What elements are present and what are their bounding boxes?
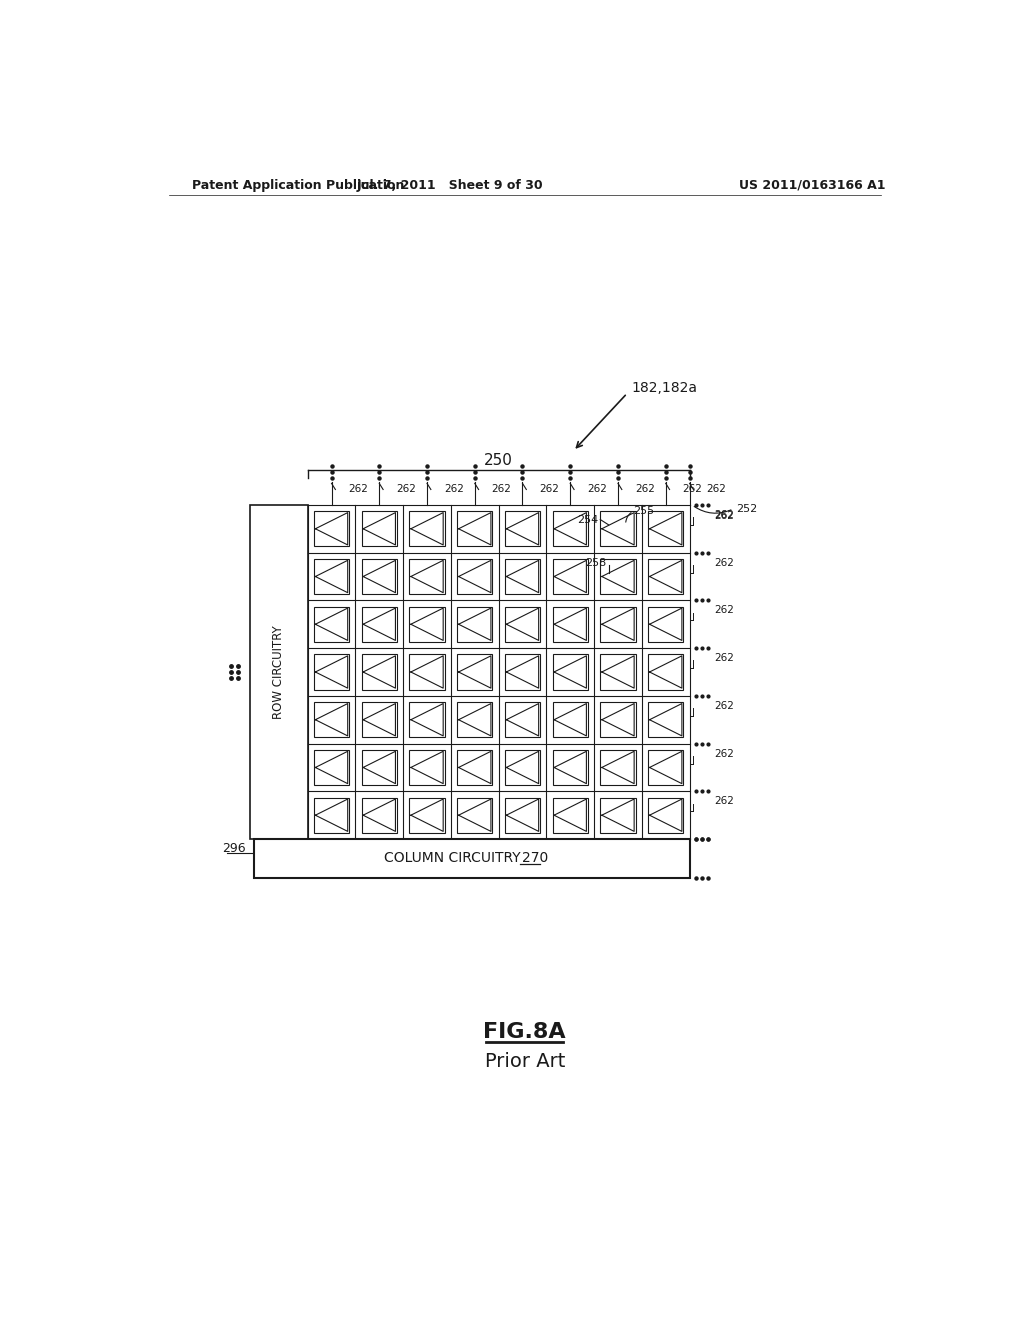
Text: 255: 255	[634, 506, 654, 516]
Text: 262: 262	[683, 484, 702, 495]
Text: Jul. 7, 2011   Sheet 9 of 30: Jul. 7, 2011 Sheet 9 of 30	[356, 178, 544, 191]
Text: 262: 262	[348, 484, 369, 495]
Bar	[553, 607, 588, 642]
Bar	[313, 797, 349, 833]
Text: 262: 262	[707, 484, 726, 495]
Bar	[648, 702, 683, 738]
Bar	[505, 511, 541, 546]
Text: 262: 262	[714, 748, 734, 759]
Text: 262: 262	[714, 511, 734, 521]
Bar	[361, 750, 397, 785]
Bar	[648, 558, 683, 594]
Bar	[457, 797, 493, 833]
Bar	[457, 607, 493, 642]
Bar	[553, 797, 588, 833]
Text: 262: 262	[587, 484, 607, 495]
Text: 252: 252	[736, 504, 757, 513]
Bar	[361, 655, 397, 689]
Text: FIG.8A: FIG.8A	[483, 1023, 566, 1043]
Bar	[457, 511, 493, 546]
Text: 296: 296	[222, 842, 246, 855]
Bar	[410, 511, 444, 546]
Bar	[410, 750, 444, 785]
Bar	[313, 558, 349, 594]
Text: 262: 262	[635, 484, 654, 495]
Text: ROW CIRCUITRY: ROW CIRCUITRY	[272, 626, 286, 719]
Text: 258: 258	[585, 557, 606, 568]
Bar	[553, 655, 588, 689]
Bar	[505, 797, 541, 833]
Bar	[600, 797, 636, 833]
Bar	[648, 750, 683, 785]
Bar	[361, 702, 397, 738]
Text: 250: 250	[484, 453, 513, 467]
Text: 270: 270	[521, 851, 548, 866]
Bar	[254, 840, 689, 878]
Bar	[313, 511, 349, 546]
Bar	[505, 607, 541, 642]
Bar	[648, 655, 683, 689]
Text: 182,182a: 182,182a	[631, 381, 697, 395]
Text: 262: 262	[540, 484, 559, 495]
Text: Prior Art: Prior Art	[484, 1052, 565, 1071]
Bar	[648, 797, 683, 833]
Bar	[457, 702, 493, 738]
Text: 254: 254	[578, 515, 599, 524]
Bar	[313, 655, 349, 689]
Bar	[313, 750, 349, 785]
Bar	[250, 506, 307, 840]
Bar	[410, 655, 444, 689]
Text: 262: 262	[714, 510, 734, 520]
Bar	[410, 558, 444, 594]
Bar	[361, 797, 397, 833]
Bar	[505, 702, 541, 738]
Text: US 2011/0163166 A1: US 2011/0163166 A1	[739, 178, 886, 191]
Bar	[457, 655, 493, 689]
Text: 262: 262	[396, 484, 416, 495]
Text: Patent Application Publication: Patent Application Publication	[193, 178, 404, 191]
Text: 262: 262	[714, 557, 734, 568]
Bar	[553, 750, 588, 785]
Bar	[361, 558, 397, 594]
Bar	[600, 607, 636, 642]
Text: 262: 262	[444, 484, 464, 495]
Bar	[505, 655, 541, 689]
Text: 262: 262	[714, 701, 734, 711]
Bar	[361, 511, 397, 546]
Text: 262: 262	[714, 796, 734, 807]
Bar	[505, 558, 541, 594]
Bar	[313, 702, 349, 738]
Text: 262: 262	[714, 653, 734, 663]
Bar	[600, 511, 636, 546]
Bar	[410, 797, 444, 833]
Bar	[553, 511, 588, 546]
Bar	[457, 558, 493, 594]
Bar	[313, 607, 349, 642]
Bar	[648, 607, 683, 642]
Bar	[553, 558, 588, 594]
Bar	[648, 511, 683, 546]
Text: 262: 262	[492, 484, 512, 495]
Bar	[457, 750, 493, 785]
Bar	[600, 655, 636, 689]
Bar	[505, 750, 541, 785]
Bar	[600, 558, 636, 594]
Bar	[361, 607, 397, 642]
Bar	[410, 607, 444, 642]
Bar	[553, 702, 588, 738]
Bar	[600, 750, 636, 785]
Text: 262: 262	[714, 606, 734, 615]
Bar	[600, 702, 636, 738]
Text: COLUMN CIRCUITRY: COLUMN CIRCUITRY	[384, 851, 521, 866]
Bar	[410, 702, 444, 738]
